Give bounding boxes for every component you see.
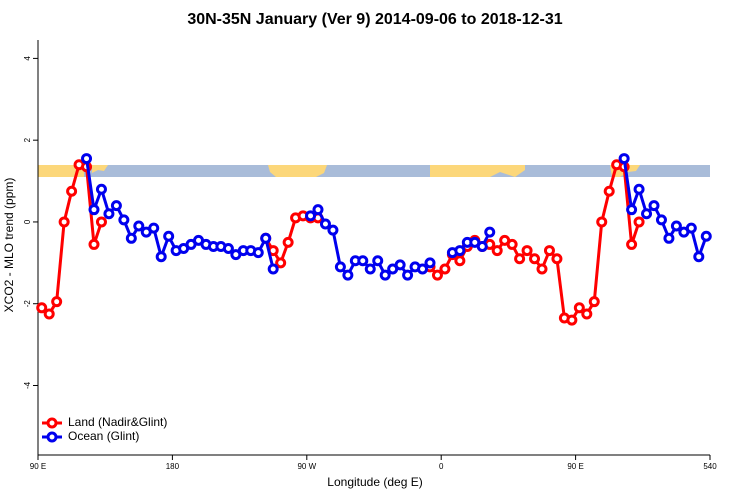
data-point [633, 216, 645, 228]
data-point [364, 263, 376, 275]
data-point [506, 238, 518, 250]
data-point [633, 183, 645, 195]
y-tick-label: 4 [23, 56, 32, 61]
legend-marker [46, 431, 58, 443]
data-point [573, 302, 585, 314]
data-point [36, 302, 48, 314]
surface-band [38, 165, 710, 177]
data-point [319, 218, 331, 230]
data-point [133, 220, 145, 232]
data-point [305, 210, 317, 222]
data-point [372, 255, 384, 267]
data-point [424, 257, 436, 269]
data-point [51, 296, 63, 308]
data-point [88, 204, 100, 216]
data-point [581, 308, 593, 320]
data-point [95, 183, 107, 195]
data-point [103, 208, 115, 220]
x-tick-label: 540 [703, 462, 717, 471]
data-point [81, 153, 93, 165]
legend-label: Ocean (Glint) [68, 429, 139, 443]
data-point [58, 216, 70, 228]
data-point [588, 296, 600, 308]
data-point [155, 251, 167, 263]
x-axis-label: Longitude (deg E) [327, 475, 422, 489]
data-point [670, 220, 682, 232]
legend-label: Land (Nadir&Glint) [68, 415, 167, 429]
x-tick-label: 90 W [297, 462, 316, 471]
data-point [357, 255, 369, 267]
series [36, 159, 645, 326]
series [81, 153, 712, 281]
data-point [514, 253, 526, 265]
data-point [222, 243, 234, 255]
data-point [536, 263, 548, 275]
data-point [402, 269, 414, 281]
data-point [566, 314, 578, 326]
data-point [163, 230, 175, 242]
data-point [491, 245, 503, 257]
data-point [603, 185, 615, 197]
chart-title: 30N-35N January (Ver 9) 2014-09-06 to 20… [187, 11, 562, 28]
x-tick-label: 180 [166, 462, 180, 471]
data-point [125, 232, 137, 244]
data-point [626, 204, 638, 216]
data-point [342, 269, 354, 281]
data-point [95, 216, 107, 228]
data-point [252, 247, 264, 259]
data-point [88, 238, 100, 250]
y-axis-label: XCO2 - MLO trend (ppm) [2, 178, 16, 313]
data-point [693, 251, 705, 263]
data-point [379, 269, 391, 281]
data-point [454, 245, 466, 257]
x-tick-label: 90 E [30, 462, 46, 471]
data-point [439, 263, 451, 275]
data-point [476, 240, 488, 252]
data-point [260, 232, 272, 244]
y-tick-label: 2 [23, 137, 32, 142]
y-tick-label: -2 [23, 300, 32, 308]
data-point [655, 214, 667, 226]
data-point [43, 308, 55, 320]
legend-marker [46, 417, 58, 429]
data-point [118, 214, 130, 226]
data-point [641, 208, 653, 220]
data-point [334, 261, 346, 273]
data-point [663, 232, 675, 244]
x-tick-label: 0 [439, 462, 444, 471]
data-point [521, 245, 533, 257]
data-point [312, 204, 324, 216]
data-point [148, 222, 160, 234]
data-point [648, 200, 660, 212]
data-point [66, 185, 78, 197]
data-point [267, 263, 279, 275]
y-tick-label: -4 [23, 381, 32, 389]
data-point [275, 257, 287, 269]
data-point [327, 224, 339, 236]
data-point [596, 216, 608, 228]
data-point [431, 269, 443, 281]
data-point [110, 200, 122, 212]
data-point [417, 263, 429, 275]
data-point [454, 255, 466, 267]
data-point [626, 238, 638, 250]
data-point [551, 253, 563, 265]
data-point [700, 230, 712, 242]
data-point [484, 226, 496, 238]
legend: Land (Nadir&Glint)Ocean (Glint) [42, 415, 167, 443]
data-point [685, 222, 697, 234]
x-tick-label: 90 E [567, 462, 583, 471]
data-point [394, 259, 406, 271]
data-point [529, 253, 541, 265]
data-point [282, 236, 294, 248]
data-point [543, 245, 555, 257]
y-tick-label: 0 [23, 219, 32, 224]
data-point [618, 153, 630, 165]
